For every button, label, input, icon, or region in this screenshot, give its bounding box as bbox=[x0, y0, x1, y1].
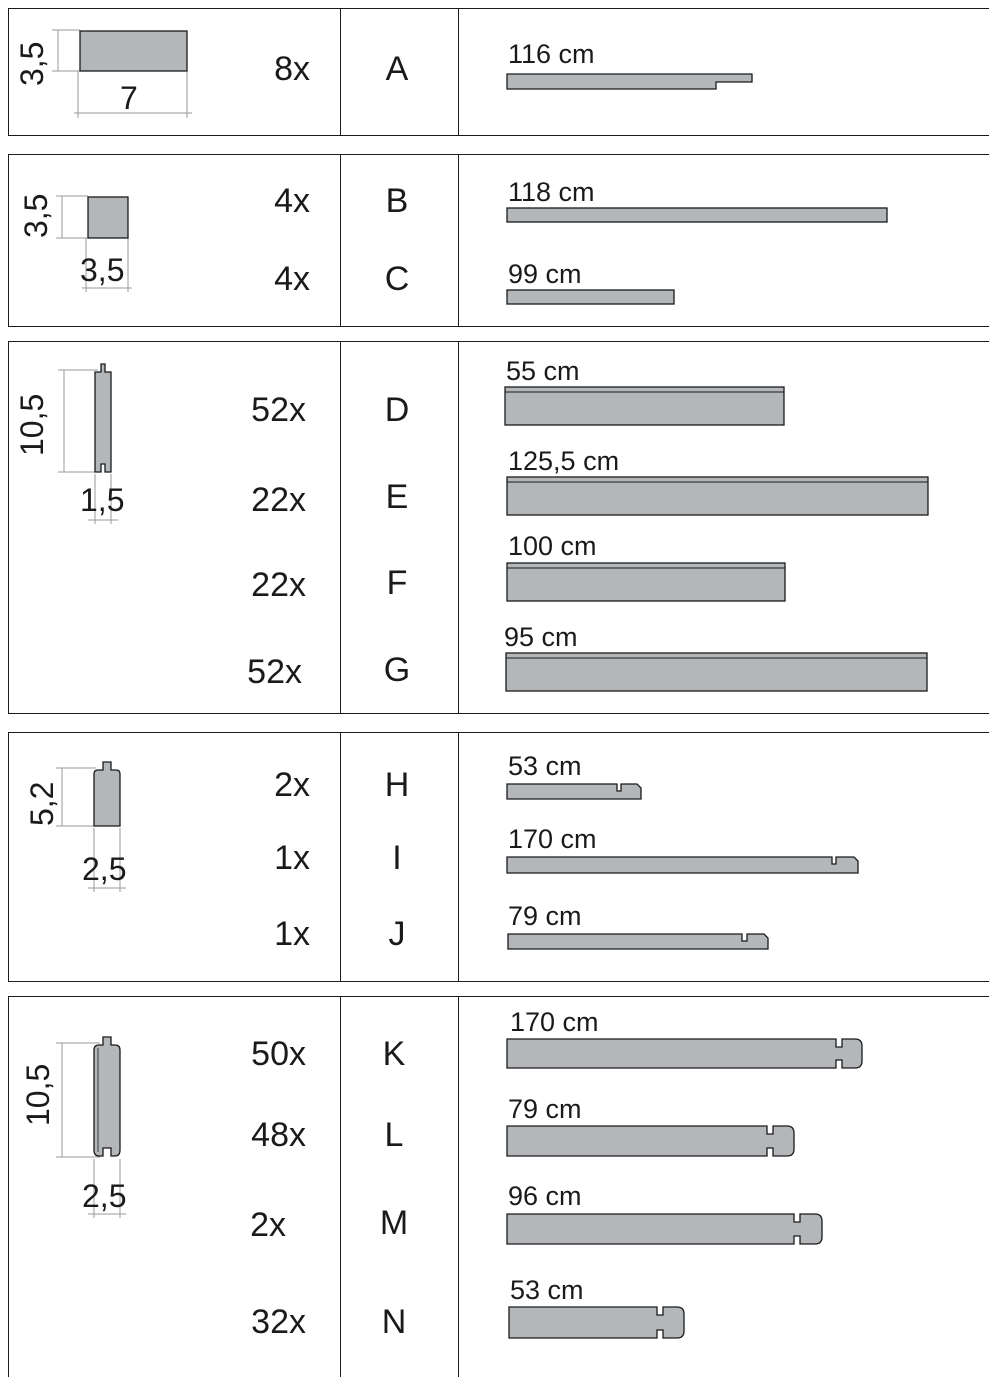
profile-height-label: 10,5 bbox=[20, 1063, 56, 1126]
part-code: C bbox=[384, 260, 410, 298]
board-E bbox=[506, 476, 929, 516]
board-M bbox=[506, 1213, 823, 1245]
board-A bbox=[506, 73, 753, 90]
part-length: 96 cm bbox=[508, 1181, 582, 1211]
part-quantity: 22x bbox=[251, 481, 306, 519]
profile-10.5x1.5 bbox=[58, 363, 118, 524]
parts-group-4 bbox=[8, 732, 989, 982]
part-quantity: 50x bbox=[251, 1035, 306, 1073]
part-code: I bbox=[392, 839, 402, 877]
part-code: E bbox=[385, 478, 409, 516]
part-length: 99 cm bbox=[508, 259, 582, 289]
profile-width-label: 2,5 bbox=[82, 1178, 127, 1214]
profile-width-label: 2,5 bbox=[82, 851, 127, 887]
board-I bbox=[506, 856, 859, 874]
board-C bbox=[506, 289, 675, 305]
profile-width-label: 3,5 bbox=[80, 252, 125, 288]
part-quantity: 48x bbox=[251, 1116, 306, 1154]
part-code: J bbox=[388, 915, 406, 953]
profile-height-label: 3,5 bbox=[14, 41, 50, 86]
part-length: 125,5 cm bbox=[508, 446, 620, 476]
profile-10.5x2.5 bbox=[56, 1036, 126, 1218]
part-length: 53 cm bbox=[508, 751, 582, 781]
part-quantity: 52x bbox=[247, 653, 302, 691]
column-divider bbox=[340, 342, 341, 713]
column-divider bbox=[340, 155, 341, 326]
part-length: 100 cm bbox=[508, 531, 597, 561]
board-L bbox=[506, 1125, 795, 1157]
part-length: 170 cm bbox=[510, 1007, 599, 1037]
part-code: L bbox=[384, 1116, 404, 1154]
part-quantity: 8x bbox=[274, 50, 310, 88]
part-quantity: 2x bbox=[250, 1206, 286, 1244]
part-code: G bbox=[383, 651, 411, 689]
column-divider bbox=[458, 155, 459, 326]
part-length: 55 cm bbox=[506, 356, 580, 386]
part-length: 53 cm bbox=[510, 1275, 584, 1305]
profile-3.5x3.5 bbox=[56, 195, 132, 292]
board-K bbox=[506, 1038, 863, 1069]
parts-group-3 bbox=[8, 341, 989, 714]
part-code: D bbox=[384, 391, 410, 429]
column-divider bbox=[458, 997, 459, 1377]
part-quantity: 1x bbox=[274, 915, 310, 953]
board-H bbox=[506, 783, 642, 800]
part-quantity: 2x bbox=[274, 766, 310, 804]
profile-7x3.5 bbox=[52, 29, 192, 118]
column-divider bbox=[458, 9, 459, 135]
part-length: 79 cm bbox=[508, 1094, 582, 1124]
part-length: 118 cm bbox=[508, 177, 595, 207]
part-length: 116 cm bbox=[508, 39, 595, 69]
part-code: H bbox=[384, 766, 410, 804]
part-code: A bbox=[385, 50, 409, 88]
profile-width-label: 7 bbox=[120, 80, 138, 116]
part-code: F bbox=[386, 564, 408, 602]
part-quantity: 32x bbox=[251, 1303, 306, 1341]
part-quantity: 22x bbox=[251, 566, 306, 604]
part-length: 170 cm bbox=[508, 824, 597, 854]
part-quantity: 52x bbox=[251, 391, 306, 429]
part-code: K bbox=[382, 1035, 406, 1073]
part-code: B bbox=[385, 182, 409, 220]
parts-group-2 bbox=[8, 154, 989, 327]
part-code: N bbox=[381, 1303, 407, 1341]
part-length: 79 cm bbox=[508, 901, 582, 931]
profile-5.2x2.5 bbox=[56, 761, 126, 892]
parts-group-1 bbox=[8, 8, 989, 136]
board-F bbox=[506, 562, 786, 602]
profile-height-label: 5,2 bbox=[24, 781, 60, 826]
part-length: 95 cm bbox=[504, 622, 578, 652]
part-quantity: 1x bbox=[274, 839, 310, 877]
board-J bbox=[507, 933, 769, 950]
board-B bbox=[506, 207, 888, 223]
part-code: M bbox=[379, 1204, 409, 1242]
profile-height-label: 10,5 bbox=[14, 393, 50, 456]
profile-width-label: 1,5 bbox=[80, 482, 125, 518]
part-quantity: 4x bbox=[274, 260, 310, 298]
part-quantity: 4x bbox=[274, 182, 310, 220]
parts-group-5 bbox=[8, 996, 989, 1377]
column-divider bbox=[458, 342, 459, 713]
column-divider bbox=[458, 733, 459, 981]
column-divider bbox=[340, 733, 341, 981]
board-D bbox=[504, 386, 785, 426]
column-divider bbox=[340, 997, 341, 1377]
column-divider bbox=[340, 9, 341, 135]
board-N bbox=[508, 1306, 685, 1339]
profile-height-label: 3,5 bbox=[18, 193, 54, 238]
board-G bbox=[505, 652, 928, 692]
